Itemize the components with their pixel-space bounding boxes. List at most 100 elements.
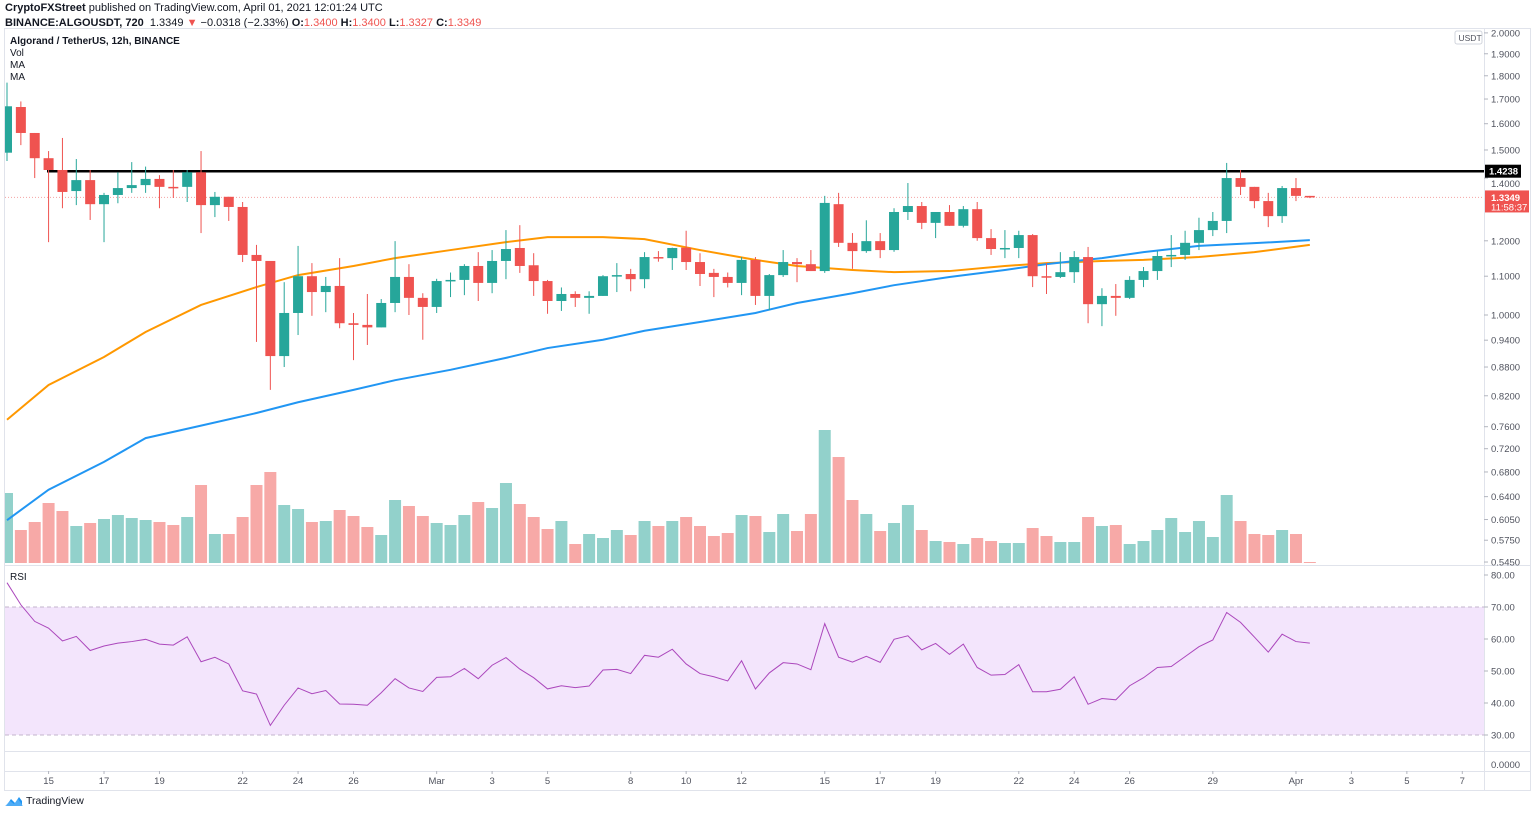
time-tick-label: 15 [43,776,54,787]
volume-bar [292,509,305,563]
candle-body [1110,295,1121,298]
volume-bar [375,535,388,563]
price-tick-label: 0.8200 [1491,391,1520,402]
volume-bar [666,521,679,563]
price-tick-label: 0.6050 [1491,515,1520,526]
volume-bar [1276,530,1289,563]
candle-body [889,211,900,251]
candle-body [154,178,165,187]
volume-bar [1054,542,1067,563]
volume-bar [569,544,582,563]
candle-body [306,276,317,293]
candle-body [736,259,747,283]
candle-body [500,249,511,261]
volume-bar [1165,518,1178,563]
volume-bar [1109,525,1122,563]
volume-bar [14,530,27,563]
candle-body [390,276,401,303]
candle-body [819,202,830,272]
volume-bar [1123,544,1136,563]
candles [5,82,1315,390]
candle-body [556,293,567,301]
volume-bar [957,544,970,563]
volume-bar [84,523,97,563]
time-tick-label: 26 [348,776,359,787]
volume-bar [278,505,291,563]
time-tick-label: 24 [1069,776,1080,787]
candle-body [792,262,803,265]
volume-bar [860,514,873,563]
time-tick-label: 29 [1208,776,1219,787]
candle-body [265,260,276,357]
volume-bar [1095,526,1108,563]
candle-body [279,312,290,357]
chart-legend: Algorand / TetherUS, 12h, BINANCE Vol MA… [10,36,180,84]
volume-bar [195,485,208,563]
candle-body [126,185,137,189]
current-price-tag [1485,190,1529,213]
tradingview-logo[interactable]: TradingView [5,795,84,807]
candle-body [43,158,54,170]
time-tick-label: 12 [736,776,747,787]
volume-bar [305,522,318,563]
candle-body [459,265,470,280]
candle-body [376,302,387,328]
volume-bar [208,534,221,563]
volume-bar [818,430,831,563]
volume-bar [389,500,402,563]
legend-vol[interactable]: Vol [10,48,24,59]
candle-body [695,262,705,274]
price-tick-label: 1.9000 [1491,49,1520,60]
rsi-tick-label: 80.00 [1491,571,1515,582]
volume-bar [153,522,166,563]
volume-bar [222,534,235,563]
candle-body [833,204,844,243]
volume-bar [5,493,13,563]
close-value: 1.3349 [447,17,482,29]
price-tick-label: 0.6400 [1491,492,1520,503]
open-value: 1.3400 [303,17,338,29]
time-axis[interactable]: 15 17 19 22 24 26 Mar 3 5 8 10 12 15 17 19 22 24 26 29 Apr 3… [43,771,1465,787]
legend-ma-2[interactable]: MA [10,72,25,83]
time-tick-label: 17 [875,776,886,787]
legend-ma-1[interactable]: MA [10,60,25,71]
rsi-band-fill [5,607,1484,735]
candle-body [1290,188,1301,196]
moving-averages [6,236,1310,522]
rsi-line-path [6,582,1310,727]
candle-body [1027,235,1038,277]
candle-body [1041,276,1052,278]
volume-bar [707,536,720,563]
candle-body [431,281,442,307]
volume-bar [167,525,180,563]
candle-body [805,264,816,272]
candle-body [611,275,622,277]
price-axis[interactable]: 2.0000 1.9000 1.8000 1.7000 1.6000 1.5000 1.40… [1454,28,1520,771]
currency-label: USDT [1459,33,1482,43]
volume-bar [139,520,152,563]
time-tick-label: 3 [489,776,494,787]
candle-body [958,209,969,226]
volume-bar [250,485,263,563]
candle-body [708,272,719,277]
price-tick-label: 0.9400 [1491,336,1520,347]
down-triangle-icon: ▼ [186,17,198,29]
volume-bar [70,526,83,563]
volume-bar [777,514,790,563]
candle-body [1207,220,1218,231]
candle-body [1069,257,1080,273]
volume-bar [804,514,817,563]
candle-body [99,194,110,205]
candle-body [653,257,664,259]
tradingview-cloud-icon [5,797,23,806]
time-tick-label: 17 [99,776,110,787]
volume-bar [1220,495,1233,563]
time-tick-label: Apr [1289,776,1304,787]
publisher-name[interactable]: CryptoFXStreet [5,2,86,14]
candle-body [681,247,692,263]
volume-bar [1192,521,1205,563]
price-tick-label: 1.6000 [1491,119,1520,130]
candle-body [223,196,234,207]
